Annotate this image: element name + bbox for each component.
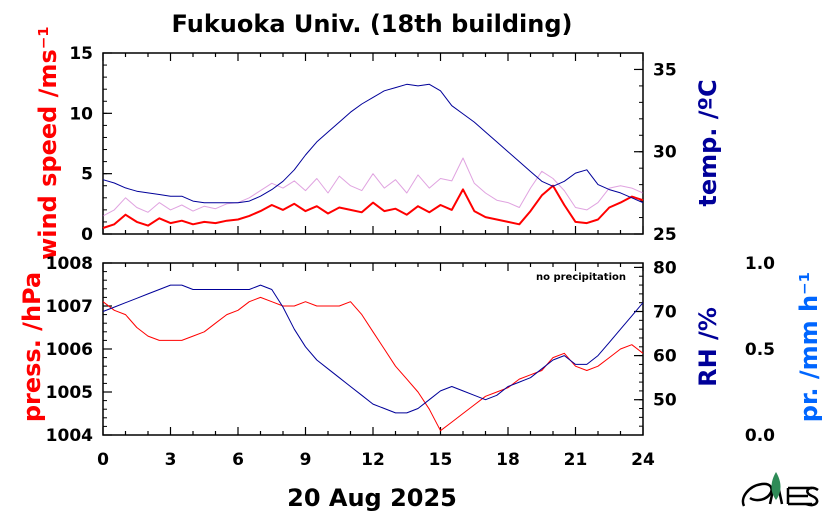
y-left-tick-label: 0 <box>81 225 93 245</box>
wind-axis-label: wind speed /ms⁻¹ <box>34 26 62 260</box>
x-tick-label: 9 <box>300 450 312 470</box>
temp-axis-label: temp. /ºC <box>694 79 722 206</box>
y-left-tick-label: 1005 <box>46 383 93 403</box>
x-tick-label: 24 <box>631 450 655 470</box>
y-right-tick-label: 30 <box>653 143 677 163</box>
institution-logo <box>741 472 819 507</box>
lower-right-tick-labels: 50 60 70 80 <box>653 258 677 410</box>
x-tick-label: 15 <box>429 450 453 470</box>
pressure-series-line <box>102 296 644 432</box>
lower-panel-frame <box>102 262 644 436</box>
wind-series-line <box>102 184 644 229</box>
lower-left-tick-labels: 1004 1005 1006 1007 1008 <box>46 254 93 446</box>
precip-tick-label: 0.5 <box>745 340 775 360</box>
upper-panel: 0 5 10 15 25 30 35 wind speed /ms⁻¹ temp. /ºC <box>34 26 722 260</box>
y-left-tick-label: 1008 <box>46 254 93 274</box>
no-precipitation-note: no precipitation <box>536 272 626 283</box>
y-left-tick-label: 5 <box>81 165 93 185</box>
rh-axis-label: RH /% <box>694 307 722 387</box>
pressure-axis-label: press. /hPa <box>18 272 46 422</box>
upper-panel-frame <box>102 52 644 235</box>
gust-series-line <box>102 157 644 217</box>
x-tick-label: 18 <box>496 450 520 470</box>
upper-left-tick-labels: 0 5 10 15 <box>69 44 93 245</box>
x-tick-label: 12 <box>361 450 385 470</box>
rh-series-line <box>102 284 644 414</box>
upper-right-tick-labels: 25 30 35 <box>653 60 677 245</box>
y-left-tick-label: 15 <box>69 44 93 64</box>
x-tick-label: 6 <box>232 450 244 470</box>
y-right-tick-label: 60 <box>653 347 677 367</box>
x-tick-labels: 0 3 6 9 12 15 18 21 24 <box>97 450 655 470</box>
precip-tick-label: 0.0 <box>745 426 775 446</box>
y-left-tick-label: 1006 <box>46 340 93 360</box>
upper-series <box>102 83 644 229</box>
precip-axis-label: pr. /mm h⁻¹ <box>795 272 823 422</box>
upper-ticks <box>102 52 644 235</box>
precip-tick-labels: 0.0 0.5 1.0 <box>745 254 775 446</box>
chart-title: Fukuoka Univ. (18th building) <box>172 10 573 38</box>
x-tick-label: 3 <box>165 450 177 470</box>
y-right-tick-label: 50 <box>653 391 677 411</box>
y-right-tick-label: 70 <box>653 303 677 323</box>
date-label: 20 Aug 2025 <box>287 484 457 512</box>
x-tick-label: 0 <box>97 450 109 470</box>
y-right-tick-label: 80 <box>653 258 677 278</box>
y-left-tick-label: 1004 <box>46 426 93 446</box>
precip-tick-label: 1.0 <box>745 254 775 274</box>
lower-ticks <box>102 262 644 436</box>
y-right-tick-label: 35 <box>653 60 677 80</box>
y-left-tick-label: 1007 <box>46 297 93 317</box>
y-left-tick-label: 10 <box>69 104 93 124</box>
x-tick-label: 21 <box>564 450 588 470</box>
lower-series <box>102 284 644 432</box>
y-right-tick-label: 25 <box>653 225 677 245</box>
temp-series-line <box>102 83 644 204</box>
